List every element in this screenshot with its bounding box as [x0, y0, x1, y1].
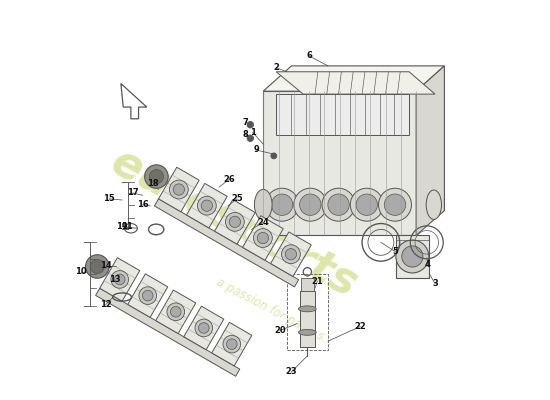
Ellipse shape	[299, 306, 316, 312]
Text: 19: 19	[116, 222, 128, 231]
Polygon shape	[212, 322, 252, 366]
Text: 6: 6	[306, 51, 312, 60]
Circle shape	[247, 135, 254, 142]
Polygon shape	[158, 167, 199, 212]
Text: 18: 18	[147, 179, 158, 188]
Polygon shape	[276, 94, 409, 135]
Text: 22: 22	[354, 322, 366, 331]
Circle shape	[271, 194, 293, 216]
Text: 15: 15	[103, 194, 115, 203]
Circle shape	[271, 153, 277, 159]
Circle shape	[384, 194, 406, 216]
Circle shape	[294, 188, 327, 221]
Ellipse shape	[139, 287, 157, 304]
Text: 5: 5	[393, 247, 399, 256]
Text: 12: 12	[100, 300, 112, 309]
Polygon shape	[263, 91, 416, 235]
Ellipse shape	[299, 330, 316, 335]
Text: 16: 16	[137, 200, 148, 209]
Text: 3: 3	[432, 279, 438, 288]
Circle shape	[229, 216, 240, 228]
Circle shape	[257, 232, 268, 244]
Polygon shape	[416, 66, 444, 235]
Text: 4: 4	[425, 260, 431, 269]
Text: a passion for parts s...: a passion for parts s...	[214, 275, 336, 348]
Circle shape	[86, 255, 109, 278]
Polygon shape	[100, 258, 140, 301]
Ellipse shape	[255, 190, 272, 220]
Text: 20: 20	[274, 326, 285, 335]
Text: 26: 26	[223, 175, 235, 184]
Text: 23: 23	[285, 367, 298, 376]
Polygon shape	[301, 278, 314, 291]
Circle shape	[396, 240, 429, 273]
Polygon shape	[271, 232, 311, 276]
Circle shape	[356, 194, 377, 216]
Polygon shape	[128, 274, 168, 317]
Circle shape	[90, 260, 104, 274]
Polygon shape	[300, 291, 315, 347]
Text: 17: 17	[127, 188, 139, 198]
Circle shape	[247, 122, 254, 128]
Circle shape	[350, 188, 383, 221]
Circle shape	[402, 246, 423, 267]
Polygon shape	[184, 306, 224, 350]
Text: 10: 10	[75, 267, 87, 276]
Polygon shape	[395, 235, 429, 278]
Text: 8: 8	[243, 130, 249, 139]
Ellipse shape	[226, 212, 244, 231]
Circle shape	[199, 323, 209, 333]
Circle shape	[285, 248, 296, 260]
Text: 9: 9	[254, 146, 259, 154]
Circle shape	[173, 184, 184, 195]
Circle shape	[322, 188, 355, 221]
Ellipse shape	[426, 190, 442, 220]
Circle shape	[142, 290, 153, 301]
Text: 1: 1	[250, 128, 256, 137]
Ellipse shape	[111, 270, 129, 288]
Ellipse shape	[223, 335, 241, 353]
Text: 21: 21	[311, 277, 323, 286]
Ellipse shape	[195, 319, 213, 337]
Circle shape	[114, 274, 125, 285]
Polygon shape	[214, 200, 255, 244]
Text: 14: 14	[100, 261, 112, 270]
Polygon shape	[263, 66, 444, 91]
Polygon shape	[121, 84, 147, 119]
Circle shape	[150, 170, 163, 184]
Circle shape	[266, 188, 299, 221]
Polygon shape	[186, 184, 227, 228]
Circle shape	[170, 306, 181, 317]
Polygon shape	[156, 290, 196, 334]
Text: 7: 7	[243, 118, 249, 127]
Ellipse shape	[282, 245, 300, 264]
Circle shape	[201, 200, 212, 211]
Polygon shape	[243, 216, 283, 260]
Polygon shape	[155, 199, 299, 287]
Polygon shape	[276, 72, 435, 94]
Circle shape	[378, 188, 411, 221]
Text: 13: 13	[109, 275, 121, 284]
Polygon shape	[96, 288, 240, 376]
Ellipse shape	[197, 196, 216, 215]
Circle shape	[328, 194, 349, 216]
Text: 25: 25	[231, 194, 243, 203]
Ellipse shape	[254, 229, 272, 248]
Text: eurosports: eurosports	[103, 140, 365, 307]
Ellipse shape	[169, 180, 188, 199]
Text: 2: 2	[273, 63, 279, 72]
Ellipse shape	[167, 303, 185, 320]
Circle shape	[227, 339, 237, 350]
Text: 24: 24	[257, 218, 269, 227]
Circle shape	[145, 165, 168, 188]
Text: 11: 11	[121, 222, 133, 231]
Circle shape	[300, 194, 321, 216]
